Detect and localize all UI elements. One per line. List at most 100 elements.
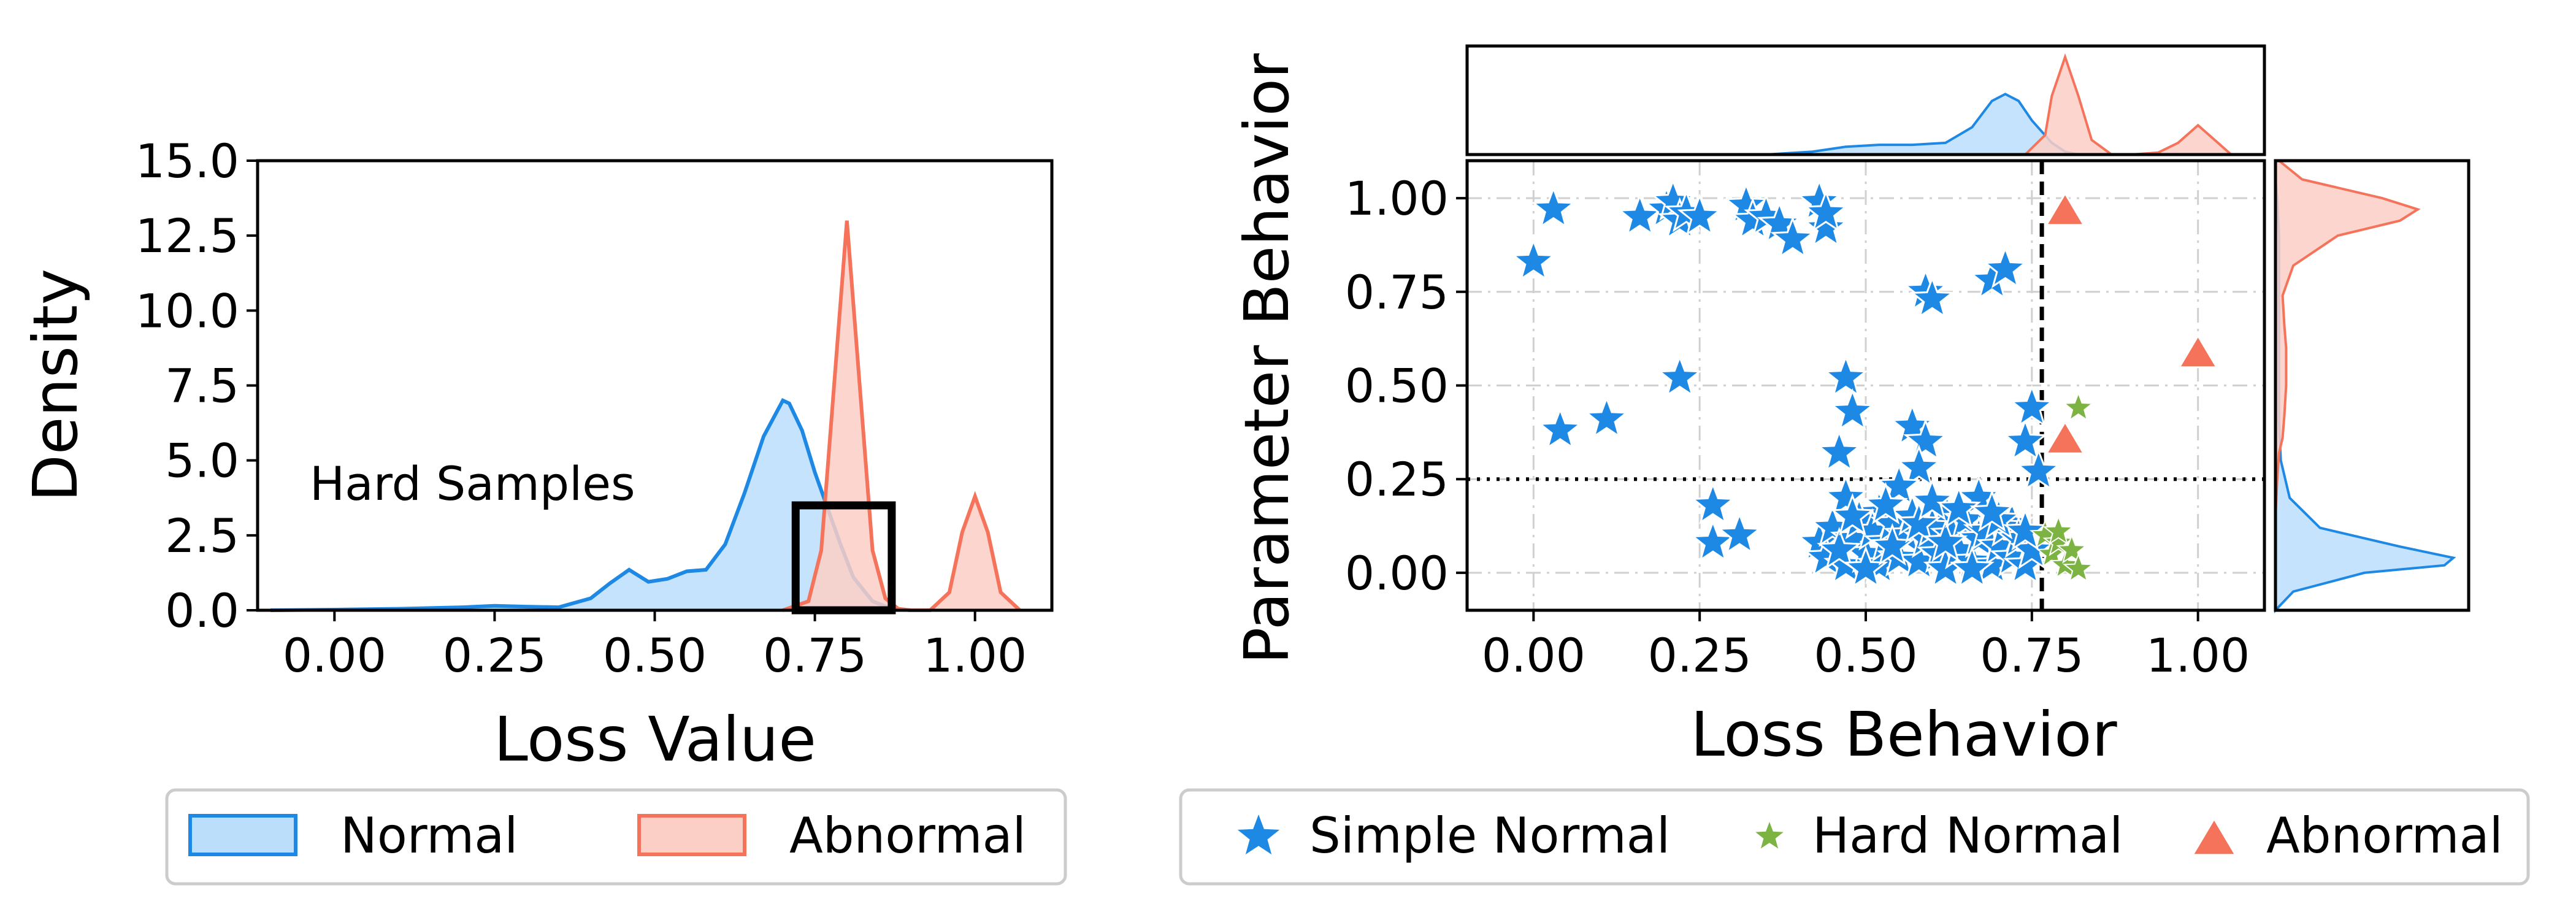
right-marginal-frame <box>2274 159 2471 612</box>
legend-label-hard-normal: Hard Normal <box>1812 807 2123 864</box>
point-simple-normal <box>1531 186 1576 229</box>
point-simple-normal <box>1538 407 1583 450</box>
density-y-axis-label: Density <box>20 269 91 502</box>
density-y-tick-label: 10.0 <box>136 283 239 338</box>
top-marginal-normal <box>1766 93 2079 156</box>
legend-label-abnormal: Abnormal <box>789 807 1026 864</box>
top-marginal-frame <box>1465 44 2266 156</box>
point-simple-normal <box>1770 216 1815 259</box>
density-x-tick-label: 0.50 <box>603 628 707 683</box>
scatter-x-tick-label: 0.25 <box>1648 628 1752 683</box>
point-simple-normal <box>1511 238 1556 281</box>
point-hard-normal <box>2042 526 2074 556</box>
point-simple-normal <box>1817 429 1862 472</box>
scatter-chart: 0.00 0.25 0.50 0.75 1.00 0.00 0.25 0.50 0.75 1.0… <box>1179 44 2530 886</box>
scatter-y-tick-label: 0.00 <box>1345 546 1449 600</box>
scatter-points <box>1511 178 2218 588</box>
scatter-y-tick-label: 0.50 <box>1345 359 1449 413</box>
scatter-y-axis-label: Parameter Behavior <box>1231 53 1303 664</box>
density-x-tick-label: 0.25 <box>443 628 546 683</box>
scatter-x-tick-label: 0.75 <box>1980 628 2083 683</box>
point-simple-normal <box>1803 190 1849 232</box>
right-marginal-abnormal <box>2274 159 2421 517</box>
scatter-legend: Simple Normal Hard Normal Abnormal <box>1179 788 2530 886</box>
point-abnormal <box>2044 191 2086 226</box>
point-simple-normal <box>1690 481 1736 524</box>
density-area-abnormal <box>783 220 1020 610</box>
point-simple-normal <box>2003 508 2048 551</box>
scatter-y-ticks: 0.00 0.25 0.50 0.75 1.00 <box>1345 171 1467 600</box>
legend-label-normal: Normal <box>340 807 518 864</box>
point-simple-normal <box>1657 355 1703 397</box>
hard-samples-label: Hard Samples <box>310 456 635 511</box>
scatter-x-tick-label: 1.00 <box>2146 628 2250 683</box>
density-chart: 0.00 0.25 0.50 0.75 1.00 0.0 2.5 5.0 7.5 10.0 12.… <box>20 134 1067 886</box>
scatter-y-tick-label: 0.25 <box>1345 452 1449 507</box>
point-simple-normal <box>1876 463 1922 506</box>
point-simple-normal <box>1936 485 1982 529</box>
point-simple-normal <box>1909 275 1955 318</box>
density-x-tick-label: 0.00 <box>283 628 386 683</box>
legend-label-simple-normal: Simple Normal <box>1309 807 1670 864</box>
scatter-legend-frame <box>1179 788 2530 886</box>
point-simple-normal <box>1584 396 1629 439</box>
legend-marker-abnormal <box>2194 821 2234 854</box>
point-simple-normal <box>1923 519 1968 562</box>
density-y-tick-label: 15.0 <box>136 134 239 188</box>
point-simple-normal <box>1863 481 1908 524</box>
point-simple-normal <box>1969 489 2015 532</box>
density-y-tick-label: 12.5 <box>136 209 239 263</box>
point-hard-normal <box>2042 515 2074 545</box>
point-abnormal <box>2044 420 2086 454</box>
point-simple-normal <box>2016 448 2061 491</box>
point-simple-normal <box>1817 527 1862 570</box>
point-simple-normal <box>1903 418 1948 461</box>
scatter-y-tick-label: 0.75 <box>1345 265 1449 320</box>
scatter-x-ticks: 0.00 0.25 0.50 0.75 1.00 <box>1482 610 2250 683</box>
density-x-axis-label: Loss Value <box>494 703 816 775</box>
point-simple-normal <box>1717 512 1762 554</box>
density-y-tick-label: 2.5 <box>165 508 239 563</box>
density-legend: Normal Abnormal <box>165 788 1067 886</box>
density-y-tick-label: 7.5 <box>165 359 239 413</box>
point-simple-normal <box>1949 545 1995 588</box>
density-x-tick-label: 0.75 <box>763 628 867 683</box>
density-plot-frame <box>256 159 1054 612</box>
legend-label-abnormal-scatter: Abnormal <box>2266 807 2503 864</box>
scatter-x-axis-label: Loss Behavior <box>1690 699 2117 770</box>
density-y-tick-label: 5.0 <box>165 434 239 488</box>
point-simple-normal <box>1823 474 1868 517</box>
point-simple-normal <box>2009 384 2055 427</box>
density-x-ticks: 0.00 0.25 0.50 0.75 1.00 <box>283 610 1027 683</box>
point-simple-normal <box>1896 444 1942 487</box>
point-simple-normal <box>1617 193 1663 236</box>
point-simple-normal <box>1677 193 1722 236</box>
scatter-y-tick-label: 1.00 <box>1345 171 1449 226</box>
point-simple-normal <box>2003 418 2048 461</box>
point-abnormal <box>2177 334 2218 369</box>
density-x-tick-label: 1.00 <box>923 628 1027 683</box>
point-hard-normal <box>2063 552 2095 583</box>
point-hard-normal <box>2063 391 2095 421</box>
point-simple-normal <box>1830 493 1875 536</box>
density-y-ticks: 0.0 2.5 5.0 7.5 10.0 12.5 15.0 <box>136 134 258 638</box>
top-marginal-abnormal <box>2022 53 2235 156</box>
point-simple-normal <box>1830 388 1875 431</box>
point-simple-normal <box>1823 355 1868 397</box>
density-legend-frame <box>165 788 1067 886</box>
threshold-lines <box>1467 161 2264 610</box>
right-marginal-density <box>2274 159 2456 614</box>
point-simple-normal <box>1803 204 1849 247</box>
point-hard-normal <box>2056 534 2088 564</box>
scatter-x-tick-label: 0.00 <box>1482 628 1585 683</box>
legend-marker-hard-normal <box>1755 822 1784 849</box>
scatter-x-tick-label: 0.50 <box>1814 628 1917 683</box>
top-marginal-density <box>1766 53 2235 156</box>
legend-swatch-normal <box>188 814 297 856</box>
legend-swatch-abnormal <box>637 814 746 856</box>
legend-marker-simple-normal <box>1237 815 1280 855</box>
point-simple-normal <box>1896 500 1942 543</box>
density-area-normal <box>270 400 911 610</box>
point-simple-normal <box>1909 478 1955 521</box>
